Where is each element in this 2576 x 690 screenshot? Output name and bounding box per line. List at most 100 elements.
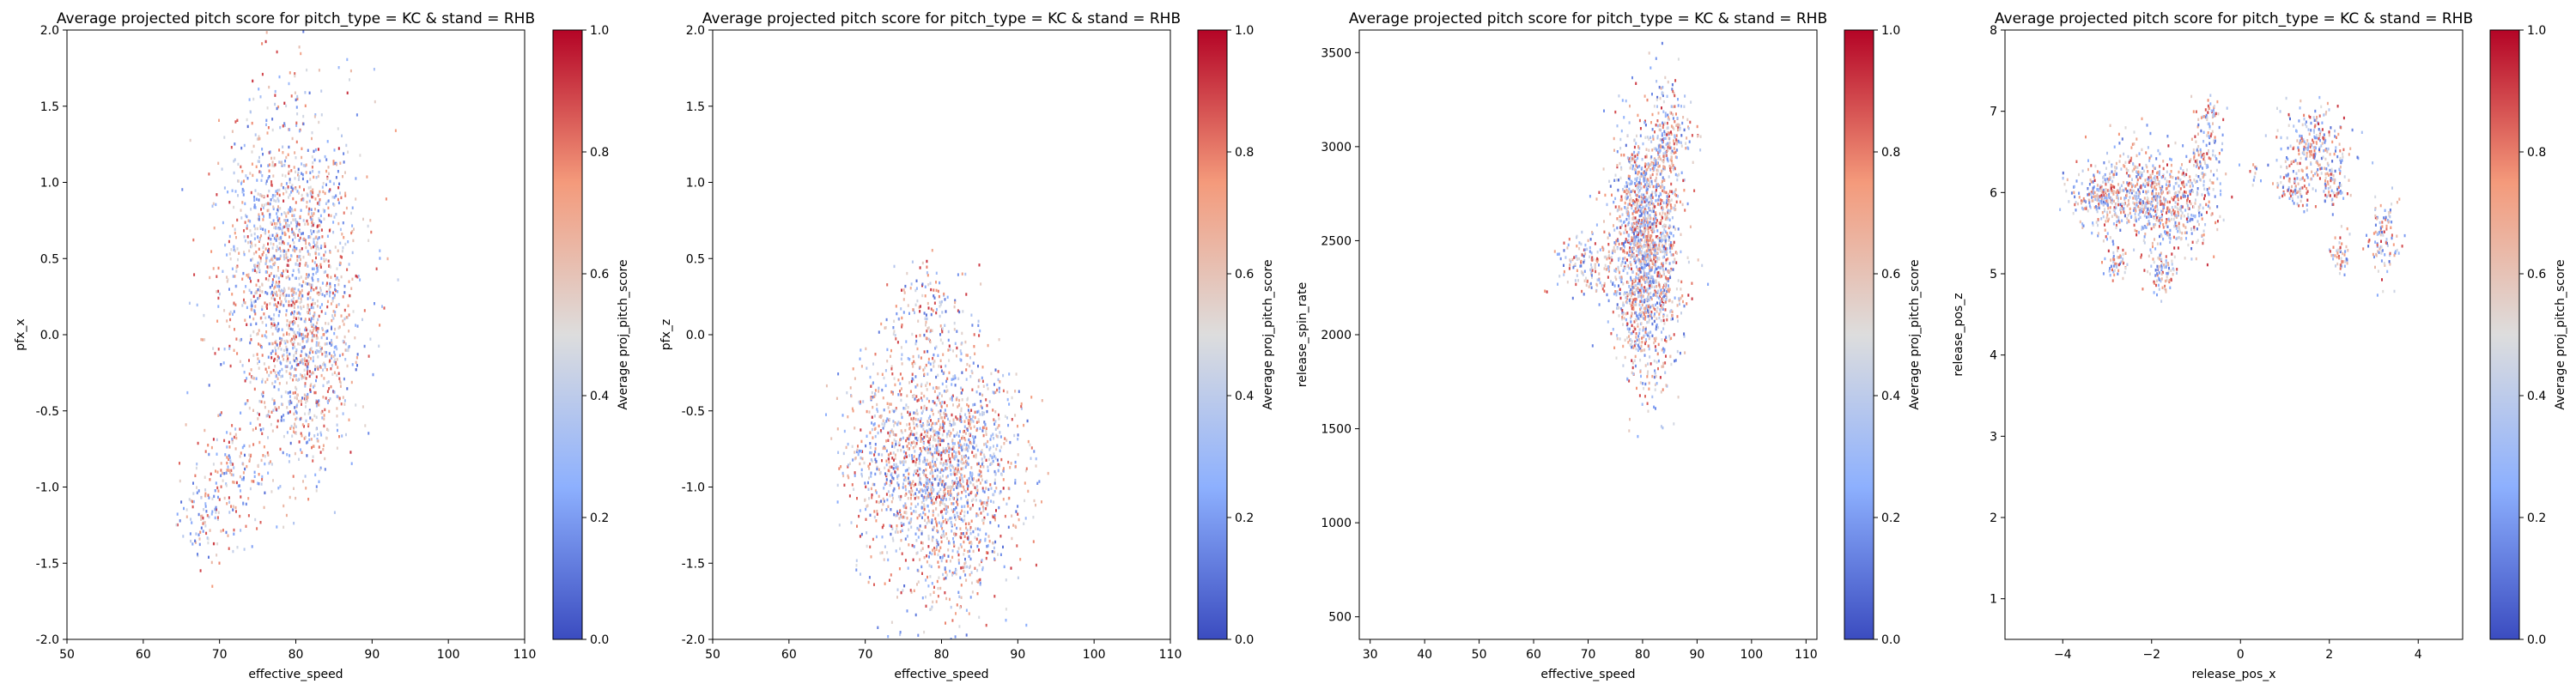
scatter-point bbox=[318, 148, 319, 150]
scatter-point bbox=[257, 362, 258, 365]
scatter-point bbox=[341, 314, 343, 317]
x-tick-label: 110 bbox=[513, 648, 537, 662]
scatter-point bbox=[927, 516, 929, 518]
scatter-point bbox=[885, 326, 887, 329]
scatter-point bbox=[939, 549, 940, 552]
scatter-point bbox=[876, 510, 878, 512]
scatter-point bbox=[971, 542, 973, 545]
scatter-point bbox=[928, 535, 930, 537]
scatter-point bbox=[243, 193, 245, 196]
scatter-point bbox=[1589, 195, 1591, 197]
scatter-point bbox=[837, 451, 839, 454]
scatter-point bbox=[960, 387, 962, 390]
scatter-point bbox=[908, 435, 910, 438]
scatter-point bbox=[216, 439, 218, 441]
scatter-point bbox=[229, 235, 231, 238]
scatter-point bbox=[1665, 137, 1667, 140]
scatter-point bbox=[286, 453, 288, 456]
scatter-point bbox=[1018, 453, 1019, 456]
scatter-point bbox=[295, 233, 296, 236]
scatter-point bbox=[319, 445, 320, 448]
scatter-point bbox=[931, 424, 933, 427]
scatter-point bbox=[872, 538, 874, 541]
scatter-point bbox=[1619, 162, 1620, 165]
scatter-point bbox=[1657, 198, 1659, 201]
scatter-point bbox=[204, 476, 206, 479]
scatter-point bbox=[307, 149, 309, 152]
scatter-point bbox=[956, 572, 957, 575]
scatter-point bbox=[208, 556, 210, 559]
scatter-point bbox=[951, 573, 953, 576]
scatter-point bbox=[223, 472, 225, 475]
scatter-point bbox=[319, 219, 320, 221]
scatter-point bbox=[993, 452, 994, 455]
scatter-point bbox=[337, 283, 339, 286]
scatter-point bbox=[940, 454, 942, 457]
scatter-point bbox=[334, 196, 336, 198]
scatter-point bbox=[937, 493, 939, 495]
scatter-point bbox=[244, 253, 246, 256]
scatter-point bbox=[1638, 165, 1640, 167]
scatter-point bbox=[348, 349, 349, 352]
scatter-point bbox=[216, 275, 217, 278]
scatter-point bbox=[941, 300, 943, 303]
scatter-point bbox=[979, 578, 981, 581]
scatter-point bbox=[886, 450, 888, 452]
scatter-point bbox=[246, 118, 248, 121]
scatter-point bbox=[283, 349, 285, 352]
scatter-point bbox=[975, 650, 976, 652]
scatter-point bbox=[222, 472, 223, 475]
scatter-point bbox=[922, 424, 924, 427]
scatter-point bbox=[928, 326, 930, 329]
scatter-point bbox=[258, 473, 260, 475]
scatter-point bbox=[981, 475, 982, 477]
scatter-point bbox=[912, 308, 914, 311]
scatter-point bbox=[979, 507, 981, 510]
scatter-point bbox=[998, 424, 999, 427]
scatter-point bbox=[296, 259, 298, 262]
scatter-point bbox=[860, 473, 862, 475]
scatter-point bbox=[881, 389, 883, 391]
scatter-point bbox=[993, 437, 994, 439]
scatter-point bbox=[1003, 467, 1005, 469]
scatter-point bbox=[890, 573, 892, 576]
colorbar-tick-label: 0.6 bbox=[1235, 268, 1254, 281]
scatter-point bbox=[884, 583, 886, 585]
scatter-point bbox=[981, 501, 983, 504]
scatter-point bbox=[351, 224, 353, 227]
scatter-point bbox=[316, 344, 318, 347]
scatter-point bbox=[264, 229, 266, 232]
scatter-point bbox=[278, 148, 280, 151]
scatter-point bbox=[945, 532, 947, 535]
scatter-point bbox=[326, 342, 328, 345]
scatter-point bbox=[238, 179, 240, 182]
scatter-point bbox=[923, 373, 925, 376]
scatter-point bbox=[255, 427, 257, 429]
scatter-point bbox=[280, 448, 282, 451]
scatter-point bbox=[252, 330, 254, 333]
scatter-point bbox=[986, 551, 987, 554]
scatter-point bbox=[938, 443, 939, 445]
scatter-point bbox=[199, 537, 201, 540]
scatter-point bbox=[870, 446, 872, 449]
scatter-point bbox=[975, 453, 977, 456]
scatter-point bbox=[938, 432, 939, 434]
scatter-point bbox=[953, 481, 955, 484]
scatter-point bbox=[908, 438, 909, 440]
scatter-point bbox=[934, 390, 936, 393]
scatter-point bbox=[964, 439, 966, 441]
scatter-point bbox=[230, 248, 232, 251]
scatter-point bbox=[956, 500, 957, 503]
y-tick-label: 0.5 bbox=[40, 252, 59, 266]
scatter-point bbox=[314, 261, 316, 263]
scatter-point bbox=[891, 476, 893, 479]
scatter-point bbox=[972, 530, 974, 533]
scatter-point bbox=[233, 275, 234, 277]
scatter-point bbox=[273, 275, 275, 277]
scatter-point bbox=[1623, 154, 1625, 156]
scatter-point bbox=[1648, 315, 1649, 318]
scatter-point bbox=[860, 535, 861, 537]
scatter-point bbox=[205, 532, 207, 535]
scatter-point bbox=[313, 372, 314, 374]
